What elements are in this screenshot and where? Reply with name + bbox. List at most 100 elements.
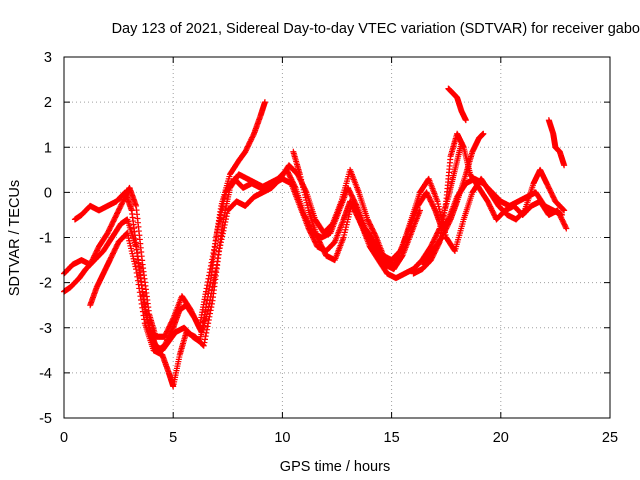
y-tick-label: 1 (44, 140, 52, 156)
data-point (198, 329, 205, 336)
data-point (206, 269, 213, 276)
series-pass-9 (545, 117, 568, 169)
data-point (133, 266, 140, 273)
series-pass-5 (290, 139, 465, 282)
x-tick-label: 5 (169, 430, 177, 446)
chart-title: Day 123 of 2021, Sidereal Day-to-day VTE… (112, 21, 640, 37)
data-point (219, 233, 226, 240)
series-pass-6 (410, 130, 570, 277)
y-tick-label: -2 (39, 276, 52, 292)
data-point (205, 275, 212, 282)
data-point (195, 323, 202, 330)
data-points (61, 85, 570, 390)
x-tick-label: 15 (384, 430, 400, 446)
series-pass-3 (61, 99, 268, 340)
data-point (562, 224, 569, 231)
data-point (206, 272, 213, 279)
data-point (217, 242, 224, 249)
x-tick-label: 20 (493, 430, 509, 446)
data-point (208, 304, 215, 311)
data-point (204, 282, 211, 289)
y-tick-label: -5 (39, 411, 52, 427)
data-point (222, 216, 229, 223)
data-point (219, 230, 226, 237)
y-tick-label: -3 (39, 321, 52, 337)
x-axis-label: GPS time / hours (280, 459, 390, 475)
data-point (205, 317, 212, 324)
y-tick-label: 2 (44, 95, 52, 111)
data-point (207, 310, 214, 317)
data-point (208, 300, 215, 307)
data-point (137, 293, 144, 300)
data-point (561, 207, 568, 214)
series-pass-1 (61, 171, 423, 354)
data-point (136, 289, 143, 296)
series-pass-4 (87, 162, 568, 390)
y-tick-label: -1 (39, 231, 52, 247)
data-point (207, 262, 214, 269)
data-point (202, 336, 209, 343)
data-point (139, 304, 146, 311)
data-point (201, 315, 208, 322)
data-point (561, 162, 568, 169)
y-tick-label: -4 (39, 366, 52, 382)
data-point (398, 244, 405, 251)
data-point (202, 307, 209, 314)
data-point (223, 213, 230, 220)
data-point (224, 210, 231, 217)
data-point (221, 221, 228, 228)
y-tick-label: 0 (44, 185, 52, 201)
data-point (462, 117, 469, 124)
data-point (216, 248, 223, 255)
series-pass-8 (445, 85, 469, 124)
data-point (210, 249, 217, 256)
data-point (202, 333, 209, 340)
data-point (208, 259, 215, 266)
data-point (139, 308, 146, 315)
data-point (216, 245, 223, 252)
data-point (480, 130, 487, 137)
data-point (207, 266, 214, 273)
data-point (203, 285, 210, 292)
data-point (204, 278, 211, 285)
data-point (134, 277, 141, 284)
x-tick-label: 0 (60, 430, 68, 446)
data-point (209, 253, 216, 260)
data-point (136, 285, 143, 292)
data-point (202, 288, 209, 295)
data-point (138, 300, 145, 307)
data-point (222, 219, 229, 226)
data-point (221, 224, 228, 231)
axis-ticks: 0 5 10 15 20 25 -5 -4 -3 -2 -1 0 1 2 3 (39, 50, 618, 446)
data-point (372, 233, 379, 240)
series-pass-7 (421, 130, 487, 268)
data-point (204, 323, 211, 330)
y-tick-label: 3 (44, 50, 52, 66)
data-point (218, 236, 225, 243)
data-point (135, 281, 142, 288)
data-point (207, 307, 214, 314)
y-axis-label: SDTVAR / TECUs (7, 180, 23, 296)
data-point (205, 320, 212, 327)
data-point (134, 273, 141, 280)
data-point (451, 247, 458, 254)
data-point (204, 297, 211, 304)
data-point (141, 316, 148, 323)
data-point (140, 312, 147, 319)
data-point (206, 313, 213, 320)
data-point (211, 246, 218, 253)
data-point (220, 227, 227, 234)
x-tick-label: 10 (274, 430, 290, 446)
data-point (199, 325, 206, 332)
data-point (203, 326, 210, 333)
data-point (560, 206, 567, 213)
data-point (169, 317, 176, 324)
data-point (563, 225, 570, 232)
data-point (559, 206, 566, 213)
data-point (261, 99, 268, 106)
data-point (138, 297, 145, 304)
data-point (203, 329, 210, 336)
data-point (200, 342, 207, 349)
data-point (291, 183, 298, 190)
